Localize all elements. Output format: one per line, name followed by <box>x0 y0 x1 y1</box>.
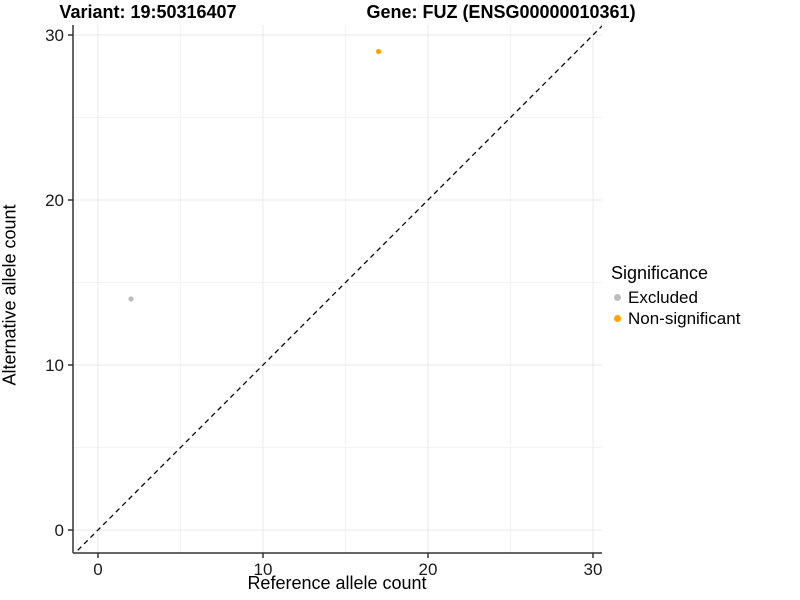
data-point-excluded <box>128 296 134 302</box>
legend: Significance Excluded Non-significant <box>611 263 740 329</box>
gene-title: Gene: FUZ (ENSG00000010361) <box>366 2 636 22</box>
identity-line <box>74 25 602 553</box>
excluded-dot-icon <box>614 294 621 301</box>
x-tick-label: 20 <box>419 560 438 579</box>
x-tick-label: 0 <box>93 560 102 579</box>
x-tick-label: 10 <box>254 560 273 579</box>
legend-item-non-significant: Non-significant <box>611 308 740 329</box>
x-axis-title: Reference allele count <box>247 573 427 593</box>
y-tick-label: 30 <box>45 26 64 45</box>
y-axis-title: Alternative allele count <box>0 204 20 386</box>
non-significant-dot-icon <box>614 315 621 322</box>
y-tick-label: 0 <box>55 521 64 540</box>
y-tick-label: 20 <box>45 191 64 210</box>
legend-title: Significance <box>611 263 709 283</box>
legend-item-label: Excluded <box>628 287 698 307</box>
variant-title: Variant: 19:50316407 <box>59 2 237 22</box>
data-point-non-significant <box>375 48 382 55</box>
legend-item-excluded: Excluded <box>611 287 740 308</box>
y-tick-label: 10 <box>45 356 64 375</box>
x-tick-label: 30 <box>584 560 603 579</box>
legend-item-label: Non-significant <box>628 308 741 328</box>
